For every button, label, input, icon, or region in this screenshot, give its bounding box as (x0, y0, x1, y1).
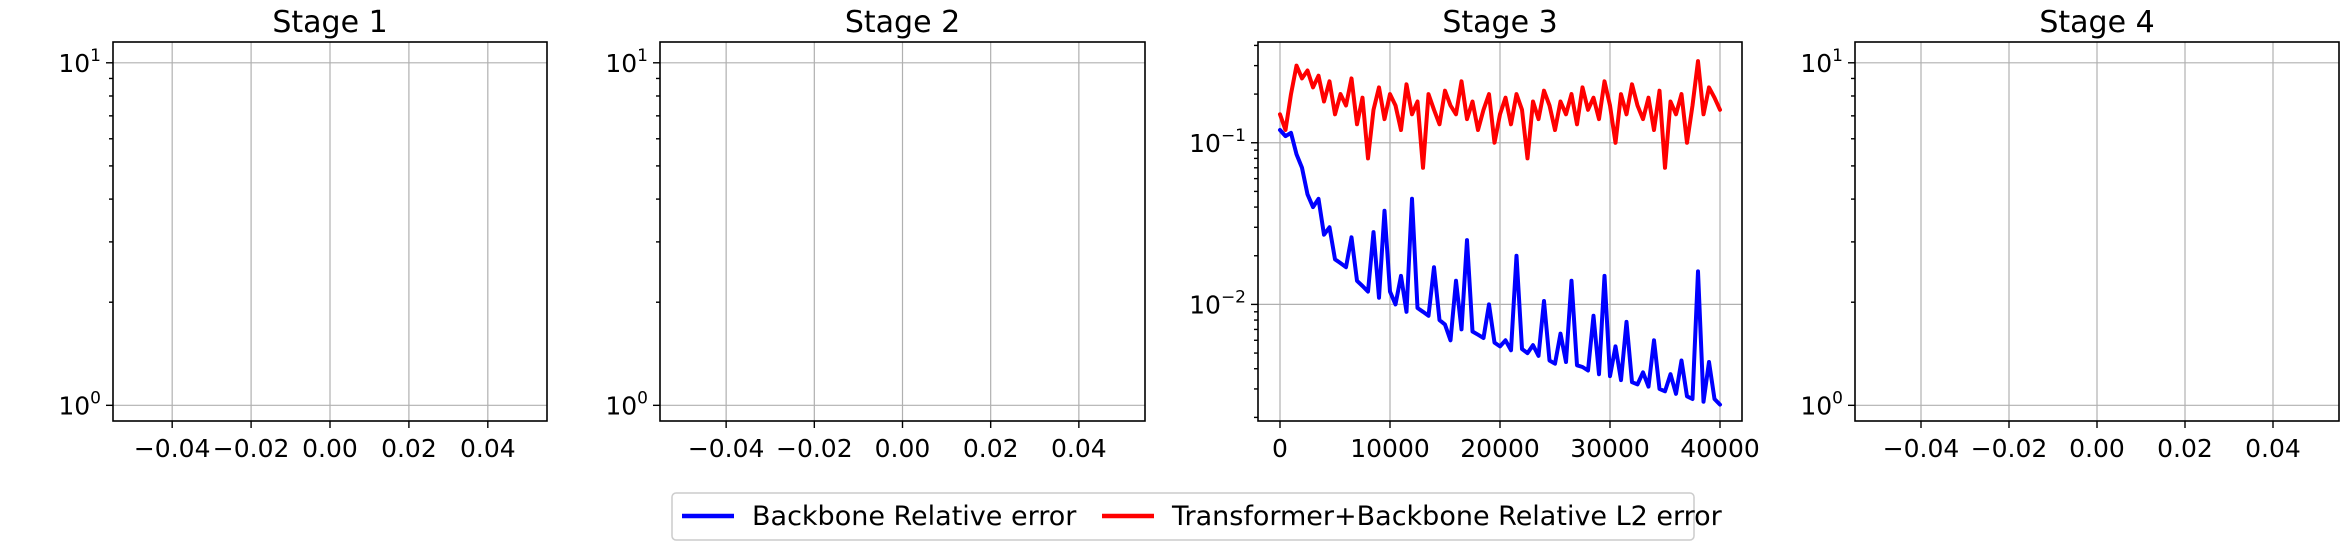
axes-frame (112, 41, 548, 422)
x-tick-label: −0.02 (776, 434, 853, 463)
legend-label-transformer-backbone: Transformer+Backbone Relative L2 error (1171, 501, 1723, 532)
x-tick-label: 0.00 (302, 434, 358, 463)
x-tick-label: 0.00 (875, 434, 931, 463)
subplot-title: Stage 1 (272, 5, 387, 40)
series-line-transformer-backbone-relative-l2-error (1278, 59, 1722, 170)
subplot-stage-3: 0 10000 20000 30000 40000 10−2 10−1 Stage 3 (1189, 5, 1760, 463)
x-tick-label: 0.04 (1051, 434, 1107, 463)
x-tick-label: 0.02 (963, 434, 1019, 463)
x-tick-label: 30000 (1570, 434, 1650, 463)
x-tick-label: 0 (1272, 434, 1288, 463)
y-tick-label: 100 (1800, 388, 1843, 420)
x-tick-label: 10000 (1350, 434, 1430, 463)
subplot-title: Stage 2 (845, 5, 960, 40)
y-tick-label: 100 (605, 388, 648, 420)
legend: Backbone Relative error Transformer+Back… (671, 492, 1723, 541)
axes-frame (1257, 41, 1743, 422)
x-tick-label: −0.02 (1971, 434, 2048, 463)
y-tick-label: 10−2 (1189, 287, 1246, 319)
x-tick-label: −0.02 (213, 434, 290, 463)
x-tick-label: 0.04 (2245, 434, 2301, 463)
x-tick-label: 0.00 (2069, 434, 2125, 463)
legend-label-backbone: Backbone Relative error (752, 501, 1077, 532)
x-tick-label: −0.04 (1883, 434, 1960, 463)
x-tick-label: −0.04 (134, 434, 211, 463)
y-tick-label: 10−1 (1189, 126, 1246, 158)
subplot-title: Stage 3 (1442, 5, 1557, 40)
series-line-backbone-relative-error (1278, 128, 1722, 407)
x-tick-label: 20000 (1460, 434, 1540, 463)
subplot-stage-1: −0.04 −0.02 0.00 0.02 0.04 100 101 Stage 1 (58, 5, 548, 463)
subplot-title: Stage 4 (2039, 5, 2154, 40)
x-tick-label: 0.04 (460, 434, 516, 463)
x-tick-label: −0.04 (688, 434, 765, 463)
axes-frame (1854, 41, 2340, 422)
x-tick-label: 0.02 (2157, 434, 2213, 463)
y-tick-label: 100 (58, 388, 101, 420)
subplot-stage-2: −0.04 −0.02 0.00 0.02 0.04 100 101 Stage 2 (605, 5, 1146, 463)
y-tick-label: 101 (58, 46, 101, 78)
subplot-stage-4: −0.04 −0.02 0.00 0.02 0.04 100 101 Stage 4 (1800, 5, 2340, 463)
x-tick-label: 40000 (1680, 434, 1760, 463)
x-tick-label: 0.02 (381, 434, 437, 463)
y-tick-label: 101 (1800, 46, 1843, 78)
legend-box (671, 492, 1695, 541)
axes-frame (659, 41, 1146, 422)
y-tick-label: 101 (605, 46, 648, 78)
